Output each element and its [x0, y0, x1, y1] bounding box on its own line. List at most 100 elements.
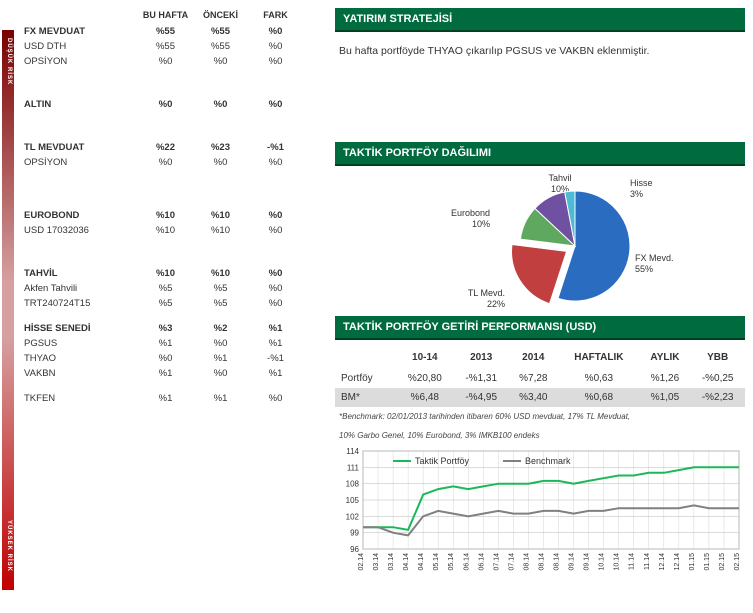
perf-col	[335, 346, 396, 369]
alloc-fark: %0	[248, 39, 303, 54]
x-tick: 11.14	[644, 553, 651, 570]
perf-cell: -%4,95	[454, 388, 509, 407]
alloc-label: TKFEN	[18, 391, 138, 406]
alloc-label: USD 17032036	[18, 223, 138, 238]
perf-cell: -%0,25	[690, 369, 745, 388]
alloc-label: USD DTH	[18, 39, 138, 54]
y-tick: 99	[350, 529, 359, 538]
y-tick: 108	[346, 480, 360, 489]
alloc-row: THYAO%0%1-%1	[18, 351, 318, 366]
alloc-bu: %3	[138, 321, 193, 336]
col-bu-hafta: BU HAFTA	[138, 6, 193, 24]
alloc-fark: %1	[248, 321, 303, 336]
x-tick: 10.14	[614, 553, 621, 571]
alloc-fark: %1	[248, 366, 303, 381]
x-tick: 06.14	[463, 553, 470, 571]
alloc-row: USD DTH%55%55%0	[18, 39, 318, 54]
alloc-label: FX MEVDUAT	[18, 24, 138, 39]
alloc-label: TAHVİL	[18, 266, 138, 281]
pie-pct: 55%	[635, 264, 653, 274]
x-tick: 02.14	[358, 553, 365, 571]
alloc-row: TRT240724T15%5%5%0	[18, 296, 318, 311]
perf-row: Portföy%20,80-%1,31%7,28%0,63%1,26-%0,25	[335, 369, 745, 388]
x-tick: 01.15	[689, 553, 696, 571]
alloc-fark: %0	[248, 155, 303, 170]
perf-col: YBB	[690, 346, 745, 369]
alloc-bu: %0	[138, 155, 193, 170]
perf-footnote-2: 10% Garbo Genel, 10% Eurobond, 3% IMKB10…	[335, 426, 745, 445]
alloc-fark: %0	[248, 296, 303, 311]
perf-cell: %0,63	[558, 369, 640, 388]
alloc-on: %10	[193, 208, 248, 223]
alloc-bu: %1	[138, 336, 193, 351]
alloc-label: OPSİYON	[18, 155, 138, 170]
alloc-row: USD 17032036%10%10%0	[18, 223, 318, 238]
alloc-fark: %0	[248, 54, 303, 69]
x-tick: 10.14	[599, 553, 606, 571]
x-tick: 09.14	[584, 553, 591, 571]
alloc-bu: %10	[138, 208, 193, 223]
alloc-bu: %22	[138, 140, 193, 155]
x-tick: 05.14	[448, 553, 455, 571]
pie-svg: FX Mevd.55%TL Mevd.22%Eurobond10%Tahvil1…	[335, 166, 745, 316]
alloc-bu: %0	[138, 97, 193, 112]
alloc-bu: %5	[138, 296, 193, 311]
perf-cell: %6,48	[396, 388, 454, 407]
legend-label: Taktik Portföy	[415, 456, 470, 466]
alloc-fark: %0	[248, 391, 303, 406]
perf-cell: %1,26	[640, 369, 691, 388]
perf-header: TAKTİK PORTFÖY GETİRİ PERFORMANSI (USD)	[335, 316, 745, 340]
x-tick: 08.14	[538, 553, 545, 571]
pie-pct: 10%	[472, 219, 490, 229]
x-tick: 07.14	[508, 553, 515, 571]
risk-gradient-rail	[2, 30, 14, 590]
alloc-bu: %0	[138, 351, 193, 366]
y-tick: 114	[346, 447, 359, 456]
alloc-label: EUROBOND	[18, 208, 138, 223]
alloc-fark: %0	[248, 208, 303, 223]
alloc-row: OPSİYON%0%0%0	[18, 54, 318, 69]
alloc-label: ALTIN	[18, 97, 138, 112]
x-tick: 09.14	[569, 553, 576, 571]
strategy-header: YATIRIM STRATEJİSİ	[335, 8, 745, 32]
alloc-on: %10	[193, 266, 248, 281]
low-risk-label: DÜŞÜK RİSK	[0, 38, 12, 85]
high-risk-label: YÜKSEK RİSK	[0, 520, 12, 572]
x-tick: 12.14	[659, 553, 666, 571]
perf-row: BM*%6,48-%4,95%3,40%0,68%1,05-%2,23	[335, 388, 745, 407]
alloc-row: VAKBN%1%0%1	[18, 366, 318, 381]
col-fark: FARK	[248, 6, 303, 24]
x-tick: 12.14	[674, 553, 681, 571]
perf-table: 10-1420132014HAFTALIKAYLIKYBB Portföy%20…	[335, 346, 745, 407]
alloc-fark: -%1	[248, 140, 303, 155]
y-tick: 111	[347, 464, 360, 473]
y-tick: 102	[346, 513, 360, 522]
alloc-on: %1	[193, 351, 248, 366]
alloc-label: VAKBN	[18, 366, 138, 381]
pie-label: Eurobond	[451, 208, 490, 218]
pie-slice	[512, 244, 567, 303]
alloc-row: Akfen Tahvili%5%5%0	[18, 281, 318, 296]
alloc-row: ALTIN%0%0%0	[18, 97, 318, 112]
alloc-on: %1	[193, 391, 248, 406]
x-tick: 03.14	[388, 553, 395, 571]
col-onceki: ÖNCEKİ	[193, 6, 248, 24]
x-tick: 02.15	[719, 553, 726, 571]
alloc-on: %10	[193, 223, 248, 238]
perf-row-label: Portföy	[335, 369, 396, 388]
legend-label: Benchmark	[525, 456, 571, 466]
alloc-fark: %0	[248, 97, 303, 112]
alloc-row: TKFEN%1%1%0	[18, 391, 318, 406]
alloc-bu: %55	[138, 39, 193, 54]
alloc-label: TL MEVDUAT	[18, 140, 138, 155]
alloc-on: %23	[193, 140, 248, 155]
alloc-fark: %0	[248, 281, 303, 296]
alloc-row: OPSİYON%0%0%0	[18, 155, 318, 170]
x-tick: 01.15	[704, 553, 711, 571]
alloc-on: %55	[193, 24, 248, 39]
alloc-row: HİSSE SENEDİ%3%2%1	[18, 321, 318, 336]
pie-label: Tahvil	[548, 173, 571, 183]
pie-label: FX Mevd.	[635, 253, 674, 263]
x-tick: 04.14	[403, 553, 410, 571]
alloc-bu: %10	[138, 223, 193, 238]
